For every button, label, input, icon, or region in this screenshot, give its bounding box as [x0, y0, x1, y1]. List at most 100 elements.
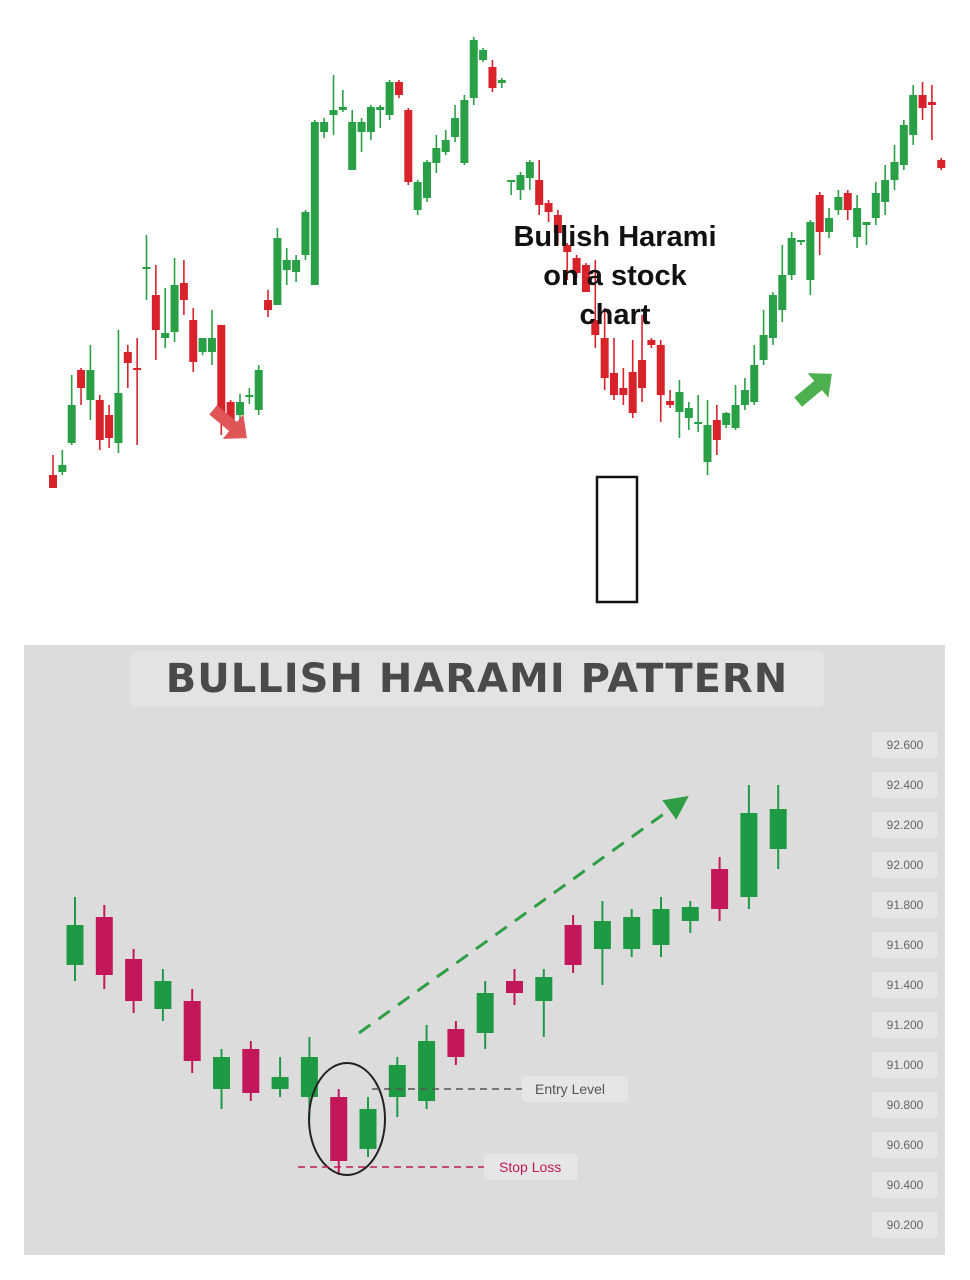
- bullish-candle: [207, 310, 216, 365]
- y-tick: 92.200: [872, 812, 938, 838]
- harami-highlight-box: [595, 475, 639, 604]
- trend-up-dashed-arrow-icon: [358, 795, 689, 1035]
- bearish-candle: [404, 108, 413, 185]
- bullish-candle: [899, 120, 908, 170]
- bullish-candle: [681, 901, 699, 933]
- bearish-candle: [843, 190, 852, 220]
- bullish-candle: [890, 145, 899, 190]
- bullish-candle: [236, 394, 244, 420]
- harami-annotation-caption: Bullish Harami on a stock chart: [490, 218, 740, 335]
- bearish-candle: [656, 340, 665, 422]
- bullish-candle: [282, 248, 291, 285]
- svg-text:90.600: 90.600: [887, 1138, 924, 1152]
- bullish-candle: [418, 1025, 436, 1109]
- y-tick: 90.400: [872, 1172, 938, 1198]
- y-tick: 91.600: [872, 932, 938, 958]
- bottom-pattern-panel: BULLISH HARAMI PATTERN 92.600 92.400 92.20…: [24, 645, 945, 1255]
- bearish-candle: [95, 395, 104, 450]
- stop-loss-label: Stop Loss: [499, 1159, 561, 1175]
- bullish-candle: [797, 240, 805, 245]
- bullish-candle: [245, 388, 254, 404]
- bullish-candle: [684, 402, 693, 430]
- entry-label-background: [522, 1076, 628, 1102]
- bullish-candle: [593, 901, 611, 985]
- bullish-candle: [862, 222, 871, 245]
- bullish-candle: [338, 90, 347, 112]
- bearish-candle: [638, 315, 647, 402]
- bullish-candle: [497, 78, 506, 88]
- bullish-candle: [469, 37, 478, 105]
- bullish-candle: [154, 969, 172, 1021]
- bullish-candle: [703, 400, 712, 475]
- bearish-candle: [927, 85, 936, 140]
- bullish-candle: [507, 180, 516, 195]
- bullish-candle: [423, 160, 431, 202]
- bearish-candle: [937, 158, 946, 170]
- bearish-candle: [447, 1021, 465, 1065]
- bullish-candle: [476, 981, 494, 1049]
- bullish-candle: [460, 95, 469, 165]
- bearish-candle: [535, 160, 544, 215]
- bullish-candle: [652, 897, 670, 957]
- y-tick: 91.000: [872, 1052, 938, 1078]
- top-stock-chart-panel: Bullish Harami on a stock chart: [0, 0, 970, 620]
- bullish-candle: [806, 220, 815, 295]
- bearish-candle: [619, 368, 628, 405]
- svg-text:91.000: 91.000: [887, 1058, 924, 1072]
- bullish-candle: [909, 85, 918, 145]
- svg-text:92.200: 92.200: [887, 818, 924, 832]
- y-tick: 90.800: [872, 1092, 938, 1118]
- bearish-candle: [77, 368, 86, 405]
- bearish-candle: [506, 969, 523, 1005]
- bullish-candle: [441, 130, 450, 155]
- up-trend-arrow-icon: [794, 373, 832, 407]
- bearish-candle: [179, 260, 188, 315]
- bearish-candle: [564, 915, 582, 973]
- svg-text:92.600: 92.600: [887, 738, 924, 752]
- bullish-candle: [329, 75, 338, 135]
- bullish-candle: [385, 80, 394, 120]
- bearish-candle: [189, 308, 198, 372]
- bearish-candle: [918, 82, 927, 120]
- svg-text:90.800: 90.800: [887, 1098, 924, 1112]
- bearish-candle: [123, 345, 132, 388]
- svg-text:90.400: 90.400: [887, 1178, 924, 1192]
- bullish-candle: [273, 228, 282, 305]
- bearish-candle: [125, 949, 143, 1013]
- bullish-candle: [357, 118, 366, 152]
- bullish-candle: [142, 235, 151, 300]
- bullish-candle: [58, 450, 67, 475]
- title-background: [130, 651, 824, 707]
- bullish-candle: [722, 412, 731, 428]
- svg-text:92.000: 92.000: [887, 858, 924, 872]
- y-tick: 90.600: [872, 1132, 938, 1158]
- bullish-candle: [834, 190, 843, 215]
- bullish-candle: [768, 292, 777, 345]
- bullish-candle: [67, 375, 76, 445]
- bullish-candle: [359, 1097, 377, 1157]
- bullish-candle: [623, 909, 641, 957]
- bullish-candle: [881, 165, 890, 215]
- bullish-candle: [778, 245, 787, 322]
- bearish-candle: [133, 338, 142, 445]
- bullish-candle: [769, 785, 787, 869]
- bearish-candle: [242, 1041, 260, 1101]
- bullish-candle: [694, 395, 703, 432]
- down-trend-arrow-icon: [209, 405, 247, 439]
- bearish-candle: [49, 455, 57, 488]
- bullish-candle: [871, 182, 880, 225]
- bullish-candle: [320, 118, 329, 138]
- bullish-candle: [213, 1049, 230, 1109]
- bullish-candle: [451, 105, 460, 142]
- bearish-candle: [600, 308, 609, 390]
- y-tick: 91.200: [872, 1012, 938, 1038]
- bullish-candle: [292, 255, 301, 282]
- bullish-candle: [161, 288, 170, 348]
- svg-text:91.200: 91.200: [887, 1018, 924, 1032]
- svg-text:91.400: 91.400: [887, 978, 924, 992]
- y-tick: 92.600: [872, 732, 938, 758]
- bearish-candle: [711, 857, 729, 921]
- y-tick: 91.800: [872, 892, 938, 918]
- caption-line-3: chart: [579, 299, 651, 331]
- bullish-candle: [432, 135, 441, 173]
